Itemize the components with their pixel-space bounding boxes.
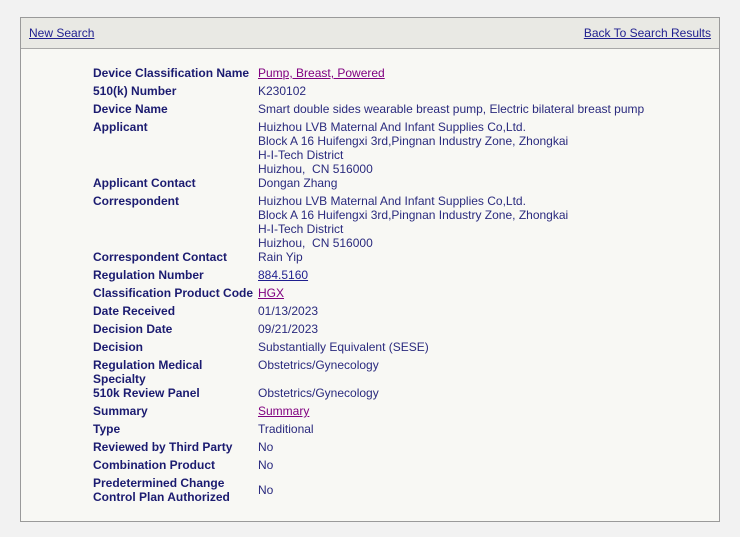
field-label: Decision [93, 340, 144, 354]
regulation-number-link[interactable]: 884.5160 [258, 268, 309, 282]
row-pccp: Predetermined Change Control Plan Authori… [89, 476, 648, 504]
row-summary: Summary Summary [89, 404, 648, 422]
field-label: Reviewed by Third Party [93, 440, 233, 454]
row-correspondent-contact: Correspondent Contact Rain Yip [89, 250, 648, 268]
field-value: K230102 [258, 84, 307, 98]
field-value: 09/21/2023 [258, 322, 319, 336]
field-label: Type [93, 422, 121, 436]
field-value: No [258, 440, 274, 454]
row-applicant: Applicant Huizhou LVB Maternal And Infant… [89, 120, 648, 176]
field-label: 510k Review Panel [93, 386, 200, 400]
address-line: Huizhou LVB Maternal And Infant Supplies… [258, 194, 526, 208]
device-classification-link[interactable]: Pump, Breast, Powered [258, 66, 385, 80]
row-decision: Decision Substantially Equivalent (SESE) [89, 340, 648, 358]
address-line: H-I-Tech District [258, 222, 344, 236]
device-details-table: Device Classification Name Pump, Breast, … [89, 66, 648, 504]
row-decision-date: Decision Date 09/21/2023 [89, 322, 648, 340]
field-label: Correspondent Contact [93, 250, 228, 264]
address-line: Block A 16 Huifengxi 3rd,Pingnan Industr… [258, 134, 569, 148]
field-value: No [258, 458, 274, 472]
field-value: Traditional [258, 422, 314, 436]
row-third-party: Reviewed by Third Party No [89, 440, 648, 458]
panel-header: New Search Back To Search Results [21, 18, 719, 49]
field-label: Regulation Number [93, 268, 204, 282]
field-label: Regulation Medical Specialty [93, 358, 203, 386]
field-value: No [258, 483, 274, 497]
field-value: 01/13/2023 [258, 304, 319, 318]
address-line: Huizhou, CN 516000 [258, 236, 373, 250]
back-to-search-results-link[interactable]: Back To Search Results [583, 26, 711, 40]
field-label: Device Name [93, 102, 168, 116]
label-line: Predetermined Change [93, 476, 225, 490]
label-line: Control Plan Authorized [93, 490, 230, 504]
device-detail-panel: New Search Back To Search Results Device… [20, 17, 720, 522]
field-label: 510(k) Number [93, 84, 177, 98]
row-date-received: Date Received 01/13/2023 [89, 304, 648, 322]
product-code-link[interactable]: HGX [258, 286, 285, 300]
row-device-classification-name: Device Classification Name Pump, Breast, … [89, 66, 648, 84]
field-value: Dongan Zhang [258, 176, 338, 190]
summary-link[interactable]: Summary [258, 404, 310, 418]
correspondent-address: Huizhou LVB Maternal And Infant Supplies… [254, 194, 648, 250]
row-type: Type Traditional [89, 422, 648, 440]
field-label: Summary [93, 404, 148, 418]
field-value: Rain Yip [258, 250, 303, 264]
row-applicant-contact: Applicant Contact Dongan Zhang [89, 176, 648, 194]
field-label: Device Classification Name [93, 66, 250, 80]
field-value: Obstetrics/Gynecology [258, 358, 379, 372]
field-label: Applicant Contact [93, 176, 196, 190]
row-correspondent: Correspondent Huizhou LVB Maternal And In… [89, 194, 648, 250]
address-line: H-I-Tech District [258, 148, 344, 162]
field-label: Applicant [93, 120, 148, 134]
address-line: Huizhou, CN 516000 [258, 162, 373, 176]
field-label: Predetermined Change Control Plan Authori… [89, 476, 254, 504]
field-label: Combination Product [93, 458, 215, 472]
new-search-link[interactable]: New Search [29, 26, 95, 40]
applicant-address: Huizhou LVB Maternal And Infant Supplies… [254, 120, 648, 176]
row-510k-number: 510(k) Number K230102 [89, 84, 648, 102]
row-review-panel: 510k Review Panel Obstetrics/Gynecology [89, 386, 648, 404]
field-value: Obstetrics/Gynecology [258, 386, 379, 400]
row-combination: Combination Product No [89, 458, 648, 476]
address-line: Block A 16 Huifengxi 3rd,Pingnan Industr… [258, 208, 569, 222]
address-line: Huizhou LVB Maternal And Infant Supplies… [258, 120, 526, 134]
field-value: Smart double sides wearable breast pump,… [258, 102, 645, 116]
row-device-name: Device Name Smart double sides wearable b… [89, 102, 648, 120]
field-label: Classification Product Code [93, 286, 254, 300]
field-label: Decision Date [93, 322, 173, 336]
row-specialty: Regulation Medical Specialty Obstetrics/G… [89, 358, 648, 386]
field-value: Substantially Equivalent (SESE) [258, 340, 429, 354]
row-product-code: Classification Product Code HGX [89, 286, 648, 304]
field-label: Date Received [93, 304, 176, 318]
row-regulation-number: Regulation Number 884.5160 [89, 268, 648, 286]
field-label: Correspondent [93, 194, 180, 208]
